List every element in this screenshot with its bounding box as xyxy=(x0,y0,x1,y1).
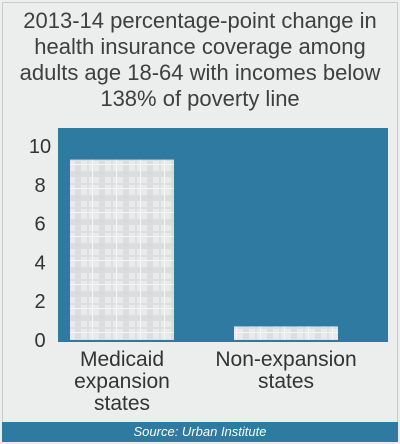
bar xyxy=(234,326,338,340)
x-category-label-line: expansion xyxy=(74,370,170,393)
y-tick-label: 8 xyxy=(34,175,45,197)
y-tick-label: 10 xyxy=(29,136,51,158)
y-tick-label: 4 xyxy=(34,252,45,274)
x-category-label-line: Medicaid xyxy=(80,348,164,371)
x-category-label: Non-expansion states xyxy=(215,348,356,393)
source-text: Source: Urban Institute xyxy=(133,424,267,439)
x-category-label-line: states xyxy=(258,370,314,393)
chart-title: 2013-14 percentage-point change in healt… xyxy=(19,8,381,111)
x-category-label-line: states xyxy=(94,392,150,415)
y-tick-label: 2 xyxy=(34,291,45,313)
source-bar: Source: Urban Institute xyxy=(2,422,398,442)
y-tick-label: 6 xyxy=(34,214,45,236)
x-category-label-line: Non-expansion xyxy=(215,348,356,371)
y-tick-label: 0 xyxy=(34,330,45,352)
bar xyxy=(70,159,174,340)
x-category-label: Medicaid expansion states xyxy=(74,348,170,415)
